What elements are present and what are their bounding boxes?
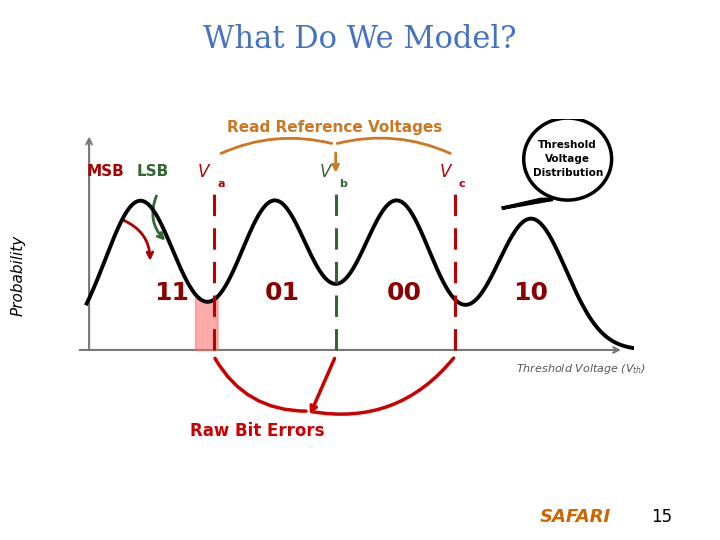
Text: a: a: [217, 179, 225, 189]
Text: b: b: [339, 179, 347, 189]
Text: LSB: LSB: [137, 164, 168, 179]
Text: $V$: $V$: [438, 164, 453, 181]
Text: SAFARI: SAFARI: [540, 509, 611, 526]
Text: Raw Bit Errors: Raw Bit Errors: [190, 422, 325, 440]
Text: c: c: [459, 179, 465, 189]
Text: $V$: $V$: [319, 164, 333, 181]
Text: 15: 15: [652, 509, 672, 526]
Text: Probability: Probability: [11, 235, 25, 316]
Text: Threshold
Voltage
Distribution: Threshold Voltage Distribution: [533, 140, 603, 178]
Text: 11: 11: [155, 281, 189, 305]
Text: Threshold Voltage ($V_{th}$): Threshold Voltage ($V_{th}$): [516, 362, 647, 376]
Text: 01: 01: [264, 281, 300, 305]
Ellipse shape: [523, 118, 611, 200]
Text: MSB: MSB: [86, 164, 124, 179]
Text: Read Reference Voltages: Read Reference Voltages: [227, 120, 442, 135]
Text: 00: 00: [387, 281, 422, 305]
Text: What Do We Model?: What Do We Model?: [203, 24, 517, 55]
Text: $V$: $V$: [197, 164, 211, 181]
Polygon shape: [502, 199, 553, 208]
Text: 10: 10: [513, 281, 549, 305]
